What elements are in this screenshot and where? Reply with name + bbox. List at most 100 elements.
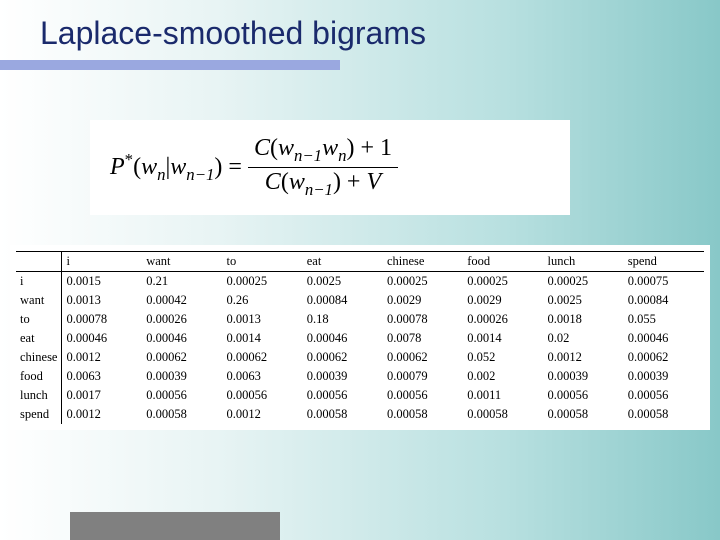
- den-v: V: [366, 169, 381, 195]
- table-cell: 0.00058: [303, 405, 383, 424]
- table-cell: 0.26: [222, 291, 302, 310]
- formula-eq: ) =: [214, 154, 242, 180]
- table-cell: 0.00058: [142, 405, 222, 424]
- formula-wnm1: w: [170, 154, 186, 180]
- table-cell: 0.00056: [222, 386, 302, 405]
- table-cell: 0.00046: [142, 329, 222, 348]
- table-cell: 0.00025: [463, 271, 543, 291]
- table-cell: 0.00056: [543, 386, 623, 405]
- bigram-table: i want to eat chinese food lunch spend i…: [16, 251, 704, 424]
- table-cell: 0.00058: [383, 405, 463, 424]
- col-header: eat: [303, 251, 383, 271]
- table-cell: 0.00062: [142, 348, 222, 367]
- formula-lhs: P*(wn|wn−1) =: [110, 150, 242, 185]
- den-c: C: [265, 169, 281, 195]
- table-cell: 0.0025: [303, 271, 383, 291]
- table-row: spend0.00120.000580.00120.000580.000580.…: [16, 405, 704, 424]
- row-header: want: [16, 291, 62, 310]
- num-w1: w: [278, 135, 294, 161]
- table-cell: 0.00084: [624, 291, 704, 310]
- table-cell: 0.0015: [62, 271, 142, 291]
- table-row: eat0.000460.000460.00140.000460.00780.00…: [16, 329, 704, 348]
- table-row: to0.000780.000260.00130.180.000780.00026…: [16, 310, 704, 329]
- table-cell: 0.00056: [624, 386, 704, 405]
- table-cell: 0.0012: [222, 405, 302, 424]
- table-cell: 0.18: [303, 310, 383, 329]
- col-header: want: [142, 251, 222, 271]
- table-header-row: i want to eat chinese food lunch spend: [16, 251, 704, 271]
- table-corner: [16, 251, 62, 271]
- row-header: food: [16, 367, 62, 386]
- table-cell: 0.0063: [222, 367, 302, 386]
- table-cell: 0.00058: [463, 405, 543, 424]
- table-cell: 0.0078: [383, 329, 463, 348]
- num-c: C: [254, 135, 270, 161]
- table-cell: 0.00039: [303, 367, 383, 386]
- table-body: i0.00150.210.000250.00250.000250.000250.…: [16, 271, 704, 424]
- formula-star: *: [125, 150, 133, 169]
- table-row: want0.00130.000420.260.000840.00290.0029…: [16, 291, 704, 310]
- table-cell: 0.00025: [543, 271, 623, 291]
- table-cell: 0.00025: [383, 271, 463, 291]
- table-cell: 0.00062: [383, 348, 463, 367]
- row-header: i: [16, 271, 62, 291]
- den-close: ) +: [333, 169, 367, 195]
- table-cell: 0.00056: [303, 386, 383, 405]
- table-cell: 0.0013: [222, 310, 302, 329]
- table-cell: 0.00062: [624, 348, 704, 367]
- table-cell: 0.00058: [624, 405, 704, 424]
- table-cell: 0.02: [543, 329, 623, 348]
- title-underline: [0, 60, 340, 70]
- table-cell: 0.0014: [222, 329, 302, 348]
- table-cell: 0.00062: [222, 348, 302, 367]
- table-cell: 0.00039: [142, 367, 222, 386]
- table-cell: 0.0025: [543, 291, 623, 310]
- formula-fraction: C(wn−1wn) + 1 C(wn−1) + V: [248, 135, 398, 200]
- num-s1: n−1: [294, 146, 322, 165]
- den-open: (: [281, 169, 289, 195]
- table-cell: 0.00042: [142, 291, 222, 310]
- table-cell: 0.21: [142, 271, 222, 291]
- table-cell: 0.0029: [383, 291, 463, 310]
- formula-p: P: [110, 154, 125, 180]
- formula-open: (: [133, 154, 141, 180]
- formula: P*(wn|wn−1) = C(wn−1wn) + 1 C(wn−1) + V: [90, 120, 570, 215]
- table-row: chinese0.00120.000620.000620.000620.0006…: [16, 348, 704, 367]
- table-cell: 0.0013: [62, 291, 142, 310]
- table-cell: 0.00039: [624, 367, 704, 386]
- table-row: i0.00150.210.000250.00250.000250.000250.…: [16, 271, 704, 291]
- row-header: lunch: [16, 386, 62, 405]
- row-header: eat: [16, 329, 62, 348]
- table-row: food0.00630.000390.00630.000390.000790.0…: [16, 367, 704, 386]
- table-row: lunch0.00170.000560.000560.000560.000560…: [16, 386, 704, 405]
- table-cell: 0.00026: [463, 310, 543, 329]
- table-cell: 0.00056: [383, 386, 463, 405]
- table-cell: 0.055: [624, 310, 704, 329]
- table-cell: 0.00079: [383, 367, 463, 386]
- table-cell: 0.00026: [142, 310, 222, 329]
- table-cell: 0.0012: [543, 348, 623, 367]
- table-cell: 0.0012: [62, 405, 142, 424]
- formula-sub-nm1: n−1: [186, 165, 214, 184]
- table-cell: 0.00025: [222, 271, 302, 291]
- col-header: chinese: [383, 251, 463, 271]
- col-header: spend: [624, 251, 704, 271]
- col-header: lunch: [543, 251, 623, 271]
- slide-title: Laplace-smoothed bigrams: [0, 0, 720, 52]
- table-cell: 0.00046: [303, 329, 383, 348]
- table-cell: 0.00075: [624, 271, 704, 291]
- col-header: to: [222, 251, 302, 271]
- num-w2: w: [322, 135, 338, 161]
- den-s: n−1: [305, 180, 333, 199]
- table-cell: 0.0011: [463, 386, 543, 405]
- table-cell: 0.00078: [62, 310, 142, 329]
- table-cell: 0.052: [463, 348, 543, 367]
- table-cell: 0.0012: [62, 348, 142, 367]
- table-cell: 0.00046: [624, 329, 704, 348]
- table-cell: 0.00046: [62, 329, 142, 348]
- num-close: ) + 1: [346, 135, 392, 161]
- formula-denominator: C(wn−1) + V: [259, 169, 387, 200]
- table-cell: 0.0017: [62, 386, 142, 405]
- table-cell: 0.0018: [543, 310, 623, 329]
- bottom-bar: [70, 512, 280, 540]
